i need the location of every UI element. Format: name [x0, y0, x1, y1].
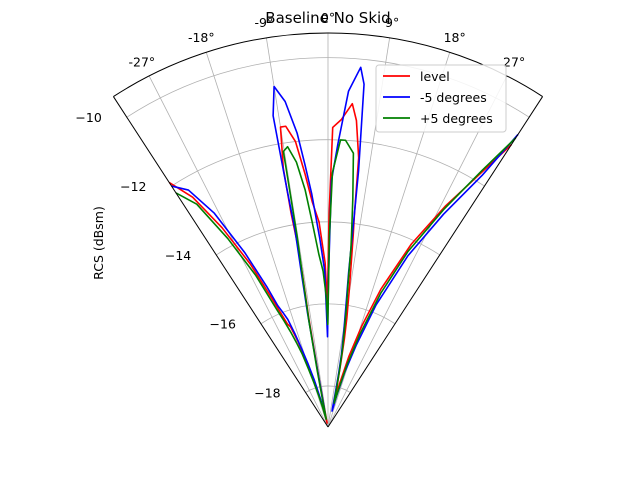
- series-line-0: [168, 102, 512, 424]
- theta-tick-label: -9°: [255, 15, 274, 30]
- r-tick-label: −12: [120, 179, 146, 194]
- legend-label: +5 degrees: [420, 111, 493, 126]
- sector-edge: [327, 96, 544, 428]
- legend-label: level: [420, 69, 450, 84]
- r-tick-label: −14: [165, 248, 191, 263]
- r-tick-label: −10: [75, 110, 101, 125]
- series-line-1: [171, 66, 519, 416]
- theta-tick-label: 27°: [503, 55, 525, 70]
- r-tick-label: −18: [254, 386, 280, 401]
- chart-title: Baseline No Skid: [265, 9, 390, 27]
- tick-labels: -27° -18° -9° 0° 9° 18° 27° −18 −16 −14 −12 −10: [75, 10, 525, 401]
- data-series: [168, 66, 519, 424]
- series-line-2: [175, 137, 517, 420]
- theta-tick-label: 18°: [444, 30, 466, 45]
- y-axis-label: RCS (dBsm): [91, 206, 106, 280]
- legend-label: -5 degrees: [420, 90, 487, 105]
- theta-tick-label: 0°: [321, 10, 335, 25]
- theta-tick-label: -27°: [129, 55, 156, 70]
- theta-tick-label: 9°: [385, 15, 399, 30]
- sector-edge: [112, 96, 329, 428]
- r-tick-label: −16: [210, 317, 236, 332]
- theta-grid-line: [327, 75, 508, 428]
- legend: level -5 degrees +5 degrees: [375, 64, 507, 133]
- legend-box: [375, 64, 507, 133]
- theta-tick-label: -18°: [188, 30, 215, 45]
